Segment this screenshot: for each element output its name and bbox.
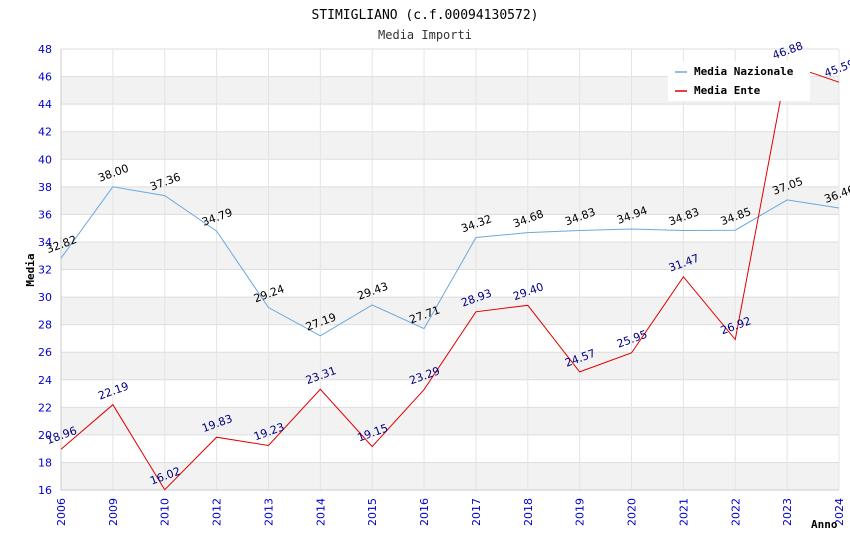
x-tick-label: 2018 [522, 498, 535, 526]
x-tick-label: 2022 [729, 498, 742, 526]
x-tick-label: 2006 [55, 498, 68, 526]
data-label-media-nazionale: 34.32 [460, 212, 494, 235]
x-tick-label: 2024 [833, 498, 846, 526]
grid-bands [61, 76, 839, 490]
x-axis-ticks: 2006 2009 2010 2012 2013 2014 2015 2016 2017 2018… [55, 498, 846, 526]
y-axis-label: Media [24, 253, 37, 286]
data-label-media-ente: 46.88 [771, 39, 805, 62]
y-tick-label: 32 [38, 264, 52, 277]
y-tick-label: 36 [38, 208, 52, 221]
x-axis-label: Anno [811, 518, 838, 531]
x-tick-label: 2023 [781, 498, 794, 526]
y-tick-label: 28 [38, 319, 52, 332]
y-tick-label: 22 [38, 401, 52, 414]
data-label-media-ente: 22.19 [96, 380, 130, 403]
y-axis-ticks: 16 18 20 22 24 26 28 30 32 34 36 38 40 42 44 46 48 [38, 43, 52, 497]
grid-band [61, 241, 839, 270]
chart-subtitle: Media Importi [378, 28, 472, 42]
x-tick-label: 2020 [626, 498, 639, 526]
legend: Media Nazionale Media Ente [668, 61, 810, 101]
y-tick-label: 18 [38, 456, 52, 469]
x-tick-label: 2016 [418, 498, 431, 526]
grid-band [61, 407, 839, 435]
y-tick-label: 16 [38, 484, 52, 497]
grid-band [61, 462, 839, 490]
legend-label-media-nazionale: Media Nazionale [694, 65, 794, 78]
legend-label-media-ente: Media Ente [694, 84, 761, 97]
data-label-media-nazionale: 38.00 [96, 162, 130, 185]
y-tick-label: 38 [38, 181, 52, 194]
y-tick-label: 44 [38, 98, 52, 111]
series-line-media-ente [60, 63, 840, 491]
y-tick-label: 48 [38, 43, 52, 56]
grid-band [61, 352, 839, 380]
y-tick-label: 46 [38, 71, 52, 84]
x-tick-label: 2012 [211, 498, 224, 526]
x-tick-label: 2015 [366, 498, 379, 526]
chart-title: STIMIGLIANO (c.f.00094130572) [312, 8, 539, 23]
y-tick-label: 40 [38, 153, 52, 166]
y-tick-label: 34 [38, 236, 52, 249]
series-lines [60, 63, 840, 491]
x-tick-label: 2021 [677, 498, 690, 526]
data-label-media-ente: 25.95 [615, 328, 649, 351]
grid-band [61, 297, 839, 325]
x-tick-label: 2019 [574, 498, 587, 526]
x-tick-label: 2013 [262, 498, 275, 526]
y-tick-label: 30 [38, 291, 52, 304]
grid-band [61, 186, 839, 215]
series-line-media-nazionale [60, 186, 840, 337]
x-tick-label: 2014 [314, 498, 327, 526]
legend-box [668, 61, 810, 101]
y-tick-label: 26 [38, 346, 52, 359]
y-tick-label: 24 [38, 374, 52, 387]
x-tick-label: 2017 [470, 498, 483, 526]
x-tick-label: 2009 [107, 498, 120, 526]
x-tick-label: 2010 [159, 498, 172, 526]
y-tick-label: 20 [38, 429, 52, 442]
data-label-media-ente: 45.59 [823, 57, 850, 80]
grid-band [61, 131, 839, 160]
axes [60, 49, 839, 491]
y-tick-label: 42 [38, 126, 52, 139]
